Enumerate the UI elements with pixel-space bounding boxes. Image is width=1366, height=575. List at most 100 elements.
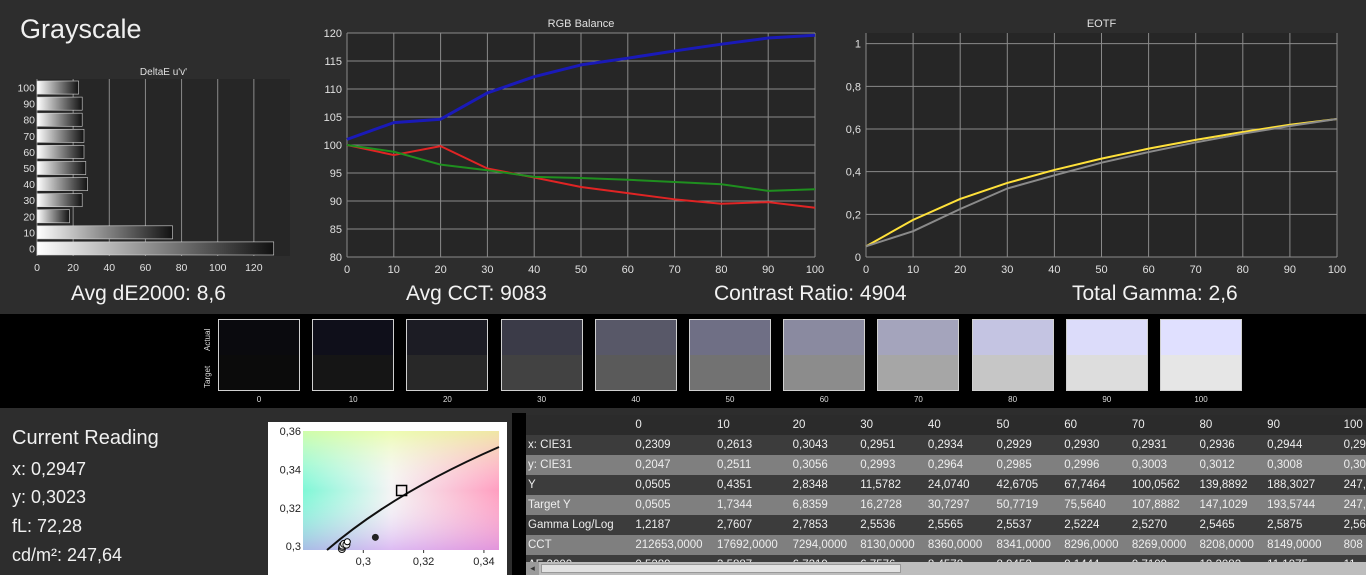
- rgb-balance-x-tick: 50: [575, 264, 587, 276]
- swatch-actual: [219, 320, 299, 355]
- rgb-balance-series-line: [346, 33, 816, 141]
- deltae-bar: [36, 128, 85, 143]
- eotf-x-tick: 60: [1142, 264, 1154, 276]
- table-cell: 2,8348: [790, 475, 859, 495]
- contrast-ratio-stat: Contrast Ratio: 4904: [714, 282, 907, 305]
- swatch-50: [689, 319, 771, 391]
- reading-fl: fL: 72,28: [12, 516, 83, 536]
- table-cell: 139,8892: [1197, 475, 1266, 495]
- deltae-category-label: 50: [23, 163, 35, 175]
- table-cell: 0,2930: [1062, 435, 1130, 455]
- table-row-label: CCT: [526, 535, 634, 555]
- table-cell: 0,2951: [858, 435, 926, 455]
- table-row-label: Gamma Log/Log: [526, 515, 634, 535]
- table-cell: 0,2934: [925, 435, 995, 455]
- table-header-row: 0 10 20 30 40 50 60 70 80 90 100: [526, 415, 1366, 435]
- swatch-label: 50: [725, 395, 735, 404]
- table-cell: 2,7853: [790, 515, 859, 535]
- swatch-target: [313, 355, 394, 390]
- cie-y-tick: 0,3: [286, 541, 301, 553]
- rgb-balance-series-line: [346, 144, 816, 192]
- table-cell: 0,2964: [925, 455, 995, 475]
- deltae-bar: [36, 145, 85, 159]
- current-reading-title: Current Reading: [12, 427, 159, 449]
- reading-x: x: 0,2947: [12, 459, 87, 479]
- swatch-label: 60: [819, 395, 829, 404]
- table-row-label: Y: [526, 475, 634, 495]
- eotf-x-tick: 20: [954, 264, 966, 276]
- table-header-cell: [526, 415, 634, 435]
- deltae-bar: [36, 225, 173, 240]
- eotf-x-tick: 70: [1190, 264, 1202, 276]
- table-cell: 0,2993: [858, 455, 926, 475]
- eotf-x-tick: 80: [1237, 264, 1249, 276]
- deltae-category-label: 10: [23, 227, 35, 239]
- rgb-balance-y-tick: 115: [324, 56, 342, 68]
- table-header-cell: 60: [1062, 415, 1130, 435]
- table-row: Gamma Log/Log 1,2187 2,7607 2,7853 2,5536 2,5…: [526, 515, 1366, 535]
- table-cell: 0,2309: [633, 435, 715, 455]
- swatch-actual: [1161, 320, 1241, 355]
- table-cell: 8341,0000: [994, 535, 1063, 555]
- rgb-balance-y-tick: 120: [324, 28, 342, 40]
- table-cell: 0,4351: [715, 475, 791, 495]
- table-cell: 1,7344: [715, 495, 791, 515]
- swatch-30: [500, 319, 583, 391]
- table-cell: 2,5224: [1062, 515, 1130, 535]
- table-header-cell: 80: [1197, 415, 1266, 435]
- eotf-y-tick: 0,2: [846, 209, 861, 221]
- deltae-category-label: 40: [23, 179, 35, 191]
- deltae-category-label: 90: [23, 99, 35, 111]
- table-header-cell: 90: [1265, 415, 1342, 435]
- scroll-left-icon[interactable]: ◂: [526, 562, 539, 575]
- table-cell: 0,2613: [715, 435, 791, 455]
- swatch-label: 10: [348, 395, 358, 404]
- table-cell: 808: [1341, 535, 1366, 555]
- deltae-bar: [36, 209, 70, 224]
- scrollbar-thumb[interactable]: [541, 564, 901, 573]
- table-header-cell: 70: [1129, 415, 1198, 435]
- swatch-target: [595, 355, 676, 390]
- swatch-target: [972, 355, 1053, 390]
- table-cell: 0,2511: [715, 455, 791, 475]
- page-title: Grayscale: [20, 14, 142, 44]
- cie-y-tick: 0,36: [280, 426, 301, 438]
- table-cell: 0,2931: [1129, 435, 1198, 455]
- rgb-balance-x-tick: 90: [762, 264, 774, 276]
- cie-chart: 0,3 0,32 0,34 0,3 0,32 0,34 0,36: [280, 426, 500, 568]
- avg-de-stat: Avg dE2000: 8,6: [71, 282, 226, 305]
- table-row-label: y: CIE31: [526, 455, 634, 475]
- deltae-bar: [36, 241, 275, 256]
- swatch-actual: [878, 320, 959, 355]
- eotf-y-tick: 0,8: [846, 81, 861, 93]
- swatch-10: [312, 319, 395, 391]
- deltae-bar: [36, 80, 79, 95]
- rgb-balance-series-line: [346, 144, 816, 209]
- table-cell: 188,3027: [1265, 475, 1342, 495]
- deltae-x-tick: 40: [103, 262, 115, 274]
- cie-y-tick: 0,34: [280, 464, 301, 476]
- deltae-category-label: 70: [23, 131, 35, 143]
- reading-y: y: 0,3023: [12, 487, 87, 507]
- charts-canvas: DeltaE u'v'0 20 40 60 80 100 12010090807060504…: [17, 18, 1346, 276]
- swatch-label: 100: [1194, 395, 1208, 404]
- swatch-label: 0: [256, 395, 262, 404]
- eotf-x-tick: 10: [907, 264, 919, 276]
- eotf-x-tick: 100: [1328, 264, 1346, 276]
- swatch-90: [1065, 319, 1148, 391]
- eotf-y-tick: 0,6: [846, 124, 861, 136]
- table-header-cell: 100: [1341, 415, 1366, 435]
- cie-panel: 0,3 0,32 0,34 0,3 0,32 0,34 0,36: [268, 422, 507, 575]
- table-header-cell: 0: [633, 415, 715, 435]
- table-cell: 16,2728: [858, 495, 926, 515]
- table-cell: 247,: [1341, 475, 1366, 495]
- cie-measured-dot: [371, 533, 379, 541]
- cie-gamut-shade: [303, 431, 499, 550]
- table-header-cell: 10: [715, 415, 791, 435]
- deltae-category-label: 30: [23, 195, 35, 207]
- horizontal-scrollbar[interactable]: ◂: [526, 562, 1366, 575]
- rgb-balance-y-tick: 110: [324, 84, 342, 96]
- rgb-balance-x-tick: 70: [668, 264, 680, 276]
- eotf-x-tick: 30: [1001, 264, 1013, 276]
- swatch-20: [406, 319, 489, 391]
